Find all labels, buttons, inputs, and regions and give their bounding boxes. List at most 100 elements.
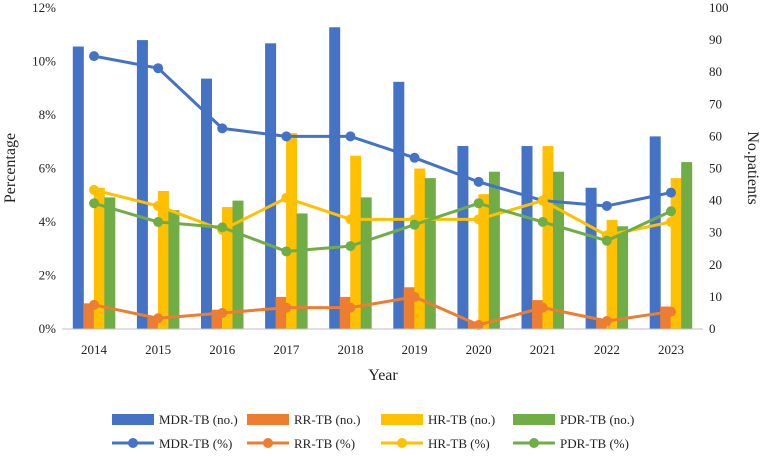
line-point (345, 302, 356, 313)
legend-label: RR-TB (%) (294, 436, 355, 451)
bar (403, 287, 415, 329)
line-point (537, 195, 548, 206)
line-point (601, 200, 612, 211)
legend-swatch-marker (397, 438, 407, 448)
line-point (345, 131, 356, 142)
line-point (217, 307, 228, 318)
line-point (217, 222, 228, 233)
bar (360, 197, 372, 329)
right-tick-label: 40 (709, 193, 722, 208)
x-tick-label: 2014 (81, 342, 108, 357)
line-point (153, 313, 164, 324)
legend-item: PDR-TB (no.) (513, 412, 634, 427)
legend-label: PDR-TB (no.) (560, 412, 634, 427)
bar (606, 219, 618, 329)
bar (211, 309, 223, 329)
line-point (153, 217, 164, 227)
x-tick-label: 2018 (337, 342, 363, 357)
right-tick-label: 60 (709, 128, 722, 143)
legend-label: RR-TB (no.) (294, 412, 360, 427)
line-point (89, 198, 100, 209)
bar (296, 213, 308, 329)
line-point (537, 302, 548, 313)
right-tick-label: 20 (709, 257, 722, 272)
bar (72, 46, 84, 330)
x-axis-ticks: 2014 2015 2016 2017 2018 2019 2020 2021 2022 2023 (81, 342, 684, 357)
bar (339, 296, 351, 329)
legend-item: PDR-TB (%) (513, 436, 629, 451)
x-tick-label: 2019 (402, 342, 428, 357)
left-tick-label: 4% (39, 214, 57, 229)
bar (478, 194, 490, 329)
bar (93, 187, 105, 329)
right-tick-label: 10 (709, 289, 722, 304)
line-point (89, 184, 100, 195)
line-point (153, 63, 164, 74)
line-series (89, 291, 676, 330)
legend-label: MDR-TB (no.) (159, 412, 238, 427)
line-point (409, 219, 420, 230)
legend-swatch-marker (529, 438, 539, 448)
bar (617, 226, 629, 329)
bar (521, 146, 533, 329)
left-axis-ticks: 0% 2% 4% 6% 8% 10% 12% (32, 0, 56, 336)
right-tick-label: 50 (709, 161, 722, 176)
line-point (409, 291, 420, 302)
legend-item: MDR-TB (no.) (112, 412, 238, 427)
bar (649, 136, 661, 329)
right-tick-label: 80 (709, 64, 722, 79)
line-point (153, 200, 164, 211)
x-tick-label: 2021 (530, 342, 556, 357)
line-point (473, 214, 484, 225)
right-tick-label: 100 (709, 0, 729, 15)
line-point (665, 187, 676, 198)
bar (265, 43, 277, 330)
x-tick-label: 2016 (209, 342, 236, 357)
bar (232, 200, 244, 329)
lines (89, 51, 676, 330)
bar-series (93, 133, 682, 329)
series-line (93, 54, 672, 208)
x-tick-label: 2020 (466, 342, 492, 357)
line-point (665, 206, 676, 217)
line-point (665, 306, 676, 317)
left-tick-label: 12% (32, 0, 56, 15)
line-point (473, 319, 484, 330)
bar (393, 81, 405, 329)
legend-label: HR-TB (no.) (428, 412, 495, 427)
bar (660, 306, 672, 329)
line-point (473, 198, 484, 209)
x-tick-label: 2023 (658, 342, 684, 357)
legend-item: RR-TB (%) (247, 436, 355, 451)
legend-label: MDR-TB (%) (159, 436, 232, 451)
legend-item: HR-TB (no.) (381, 412, 495, 427)
legend-item: HR-TB (%) (381, 436, 490, 451)
legend-label: PDR-TB (%) (560, 436, 629, 451)
line-point (473, 176, 484, 187)
legend-item: MDR-TB (%) (112, 436, 232, 451)
right-tick-label: 90 (709, 32, 722, 47)
line-point (537, 217, 548, 227)
y-axis-title-left: Percentage (2, 133, 19, 203)
x-tick-label: 2017 (273, 342, 300, 357)
x-axis-title: Year (368, 367, 398, 384)
left-tick-label: 8% (39, 107, 57, 122)
right-axis-ticks: 0 10 20 30 40 50 60 70 80 90 100 (709, 0, 729, 336)
bar (596, 319, 608, 329)
line-point (665, 217, 676, 227)
bar (104, 197, 116, 329)
line-series (89, 51, 676, 211)
left-tick-label: 2% (39, 268, 57, 283)
left-tick-label: 10% (32, 54, 56, 69)
bar (350, 155, 362, 329)
legend: MDR-TB (no.) RR-TB (no.) HR-TB (no.) PDR-TB… (112, 412, 634, 451)
bar (414, 168, 426, 329)
x-tick-label: 2022 (594, 342, 620, 357)
bar (222, 207, 233, 329)
legend-swatch-bar (513, 414, 555, 425)
bar (467, 322, 479, 329)
line-point (601, 235, 612, 246)
line-point (281, 131, 292, 142)
line-point (601, 315, 612, 326)
